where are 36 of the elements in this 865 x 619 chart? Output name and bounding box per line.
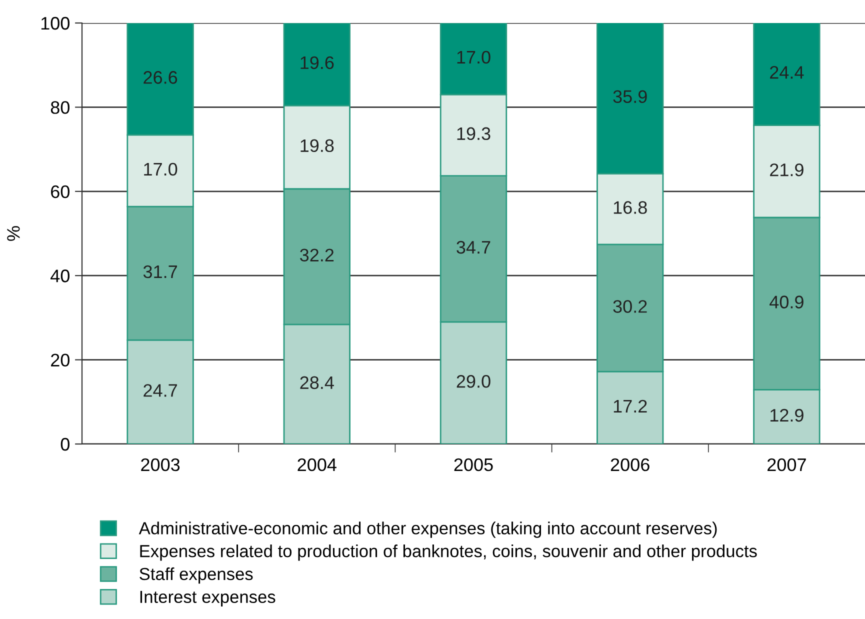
- y-tick-label: 40: [50, 270, 70, 282]
- data-label: 29.0: [456, 375, 490, 388]
- y-tick-label: 20: [51, 354, 70, 367]
- data-label: 19.3: [457, 127, 490, 140]
- data-label: 24.7: [144, 384, 177, 397]
- data-label: 12.9: [770, 408, 804, 422]
- data-label: 21.9: [770, 163, 804, 176]
- x-tick-label: 2004: [298, 458, 336, 472]
- data-label: 17.2: [614, 400, 647, 412]
- data-label: 30.2: [613, 300, 647, 313]
- legend-label: Administrative-economic and other expenses (taking into account reserves): [138, 522, 717, 538]
- legend-label: Interest expenses: [140, 590, 276, 606]
- data-label: 16.8: [614, 201, 647, 214]
- legend-label: Staff expenses: [140, 567, 253, 584]
- data-label: 28.4: [300, 376, 334, 390]
- data-label: 17.0: [457, 50, 490, 64]
- data-label: 31.7: [143, 265, 177, 278]
- x-tick-label: 2007: [768, 458, 806, 472]
- y-tick-label: 80: [50, 101, 70, 114]
- y-axis-title: %: [7, 226, 20, 241]
- x-tick-label: 2003: [141, 458, 180, 472]
- data-label: 24.4: [770, 66, 804, 79]
- x-tick-label: 2006: [610, 458, 650, 472]
- data-label: 40.9: [770, 296, 804, 308]
- data-label: 17.0: [144, 162, 178, 176]
- y-tick-label: 100: [41, 16, 70, 30]
- data-label: 26.6: [144, 71, 178, 84]
- y-tick-label: 60: [51, 185, 70, 198]
- y-tick-label: 0: [60, 438, 70, 451]
- data-label: 35.9: [613, 90, 647, 103]
- data-label: 19.8: [300, 139, 334, 152]
- data-label: 32.2: [300, 248, 334, 262]
- data-label: 34.7: [456, 240, 490, 254]
- x-tick-label: 2005: [454, 458, 493, 472]
- data-label: 19.6: [300, 56, 334, 70]
- legend-label: Expenses related to production of banknotes, coins, souvenir and other products: [140, 544, 757, 561]
